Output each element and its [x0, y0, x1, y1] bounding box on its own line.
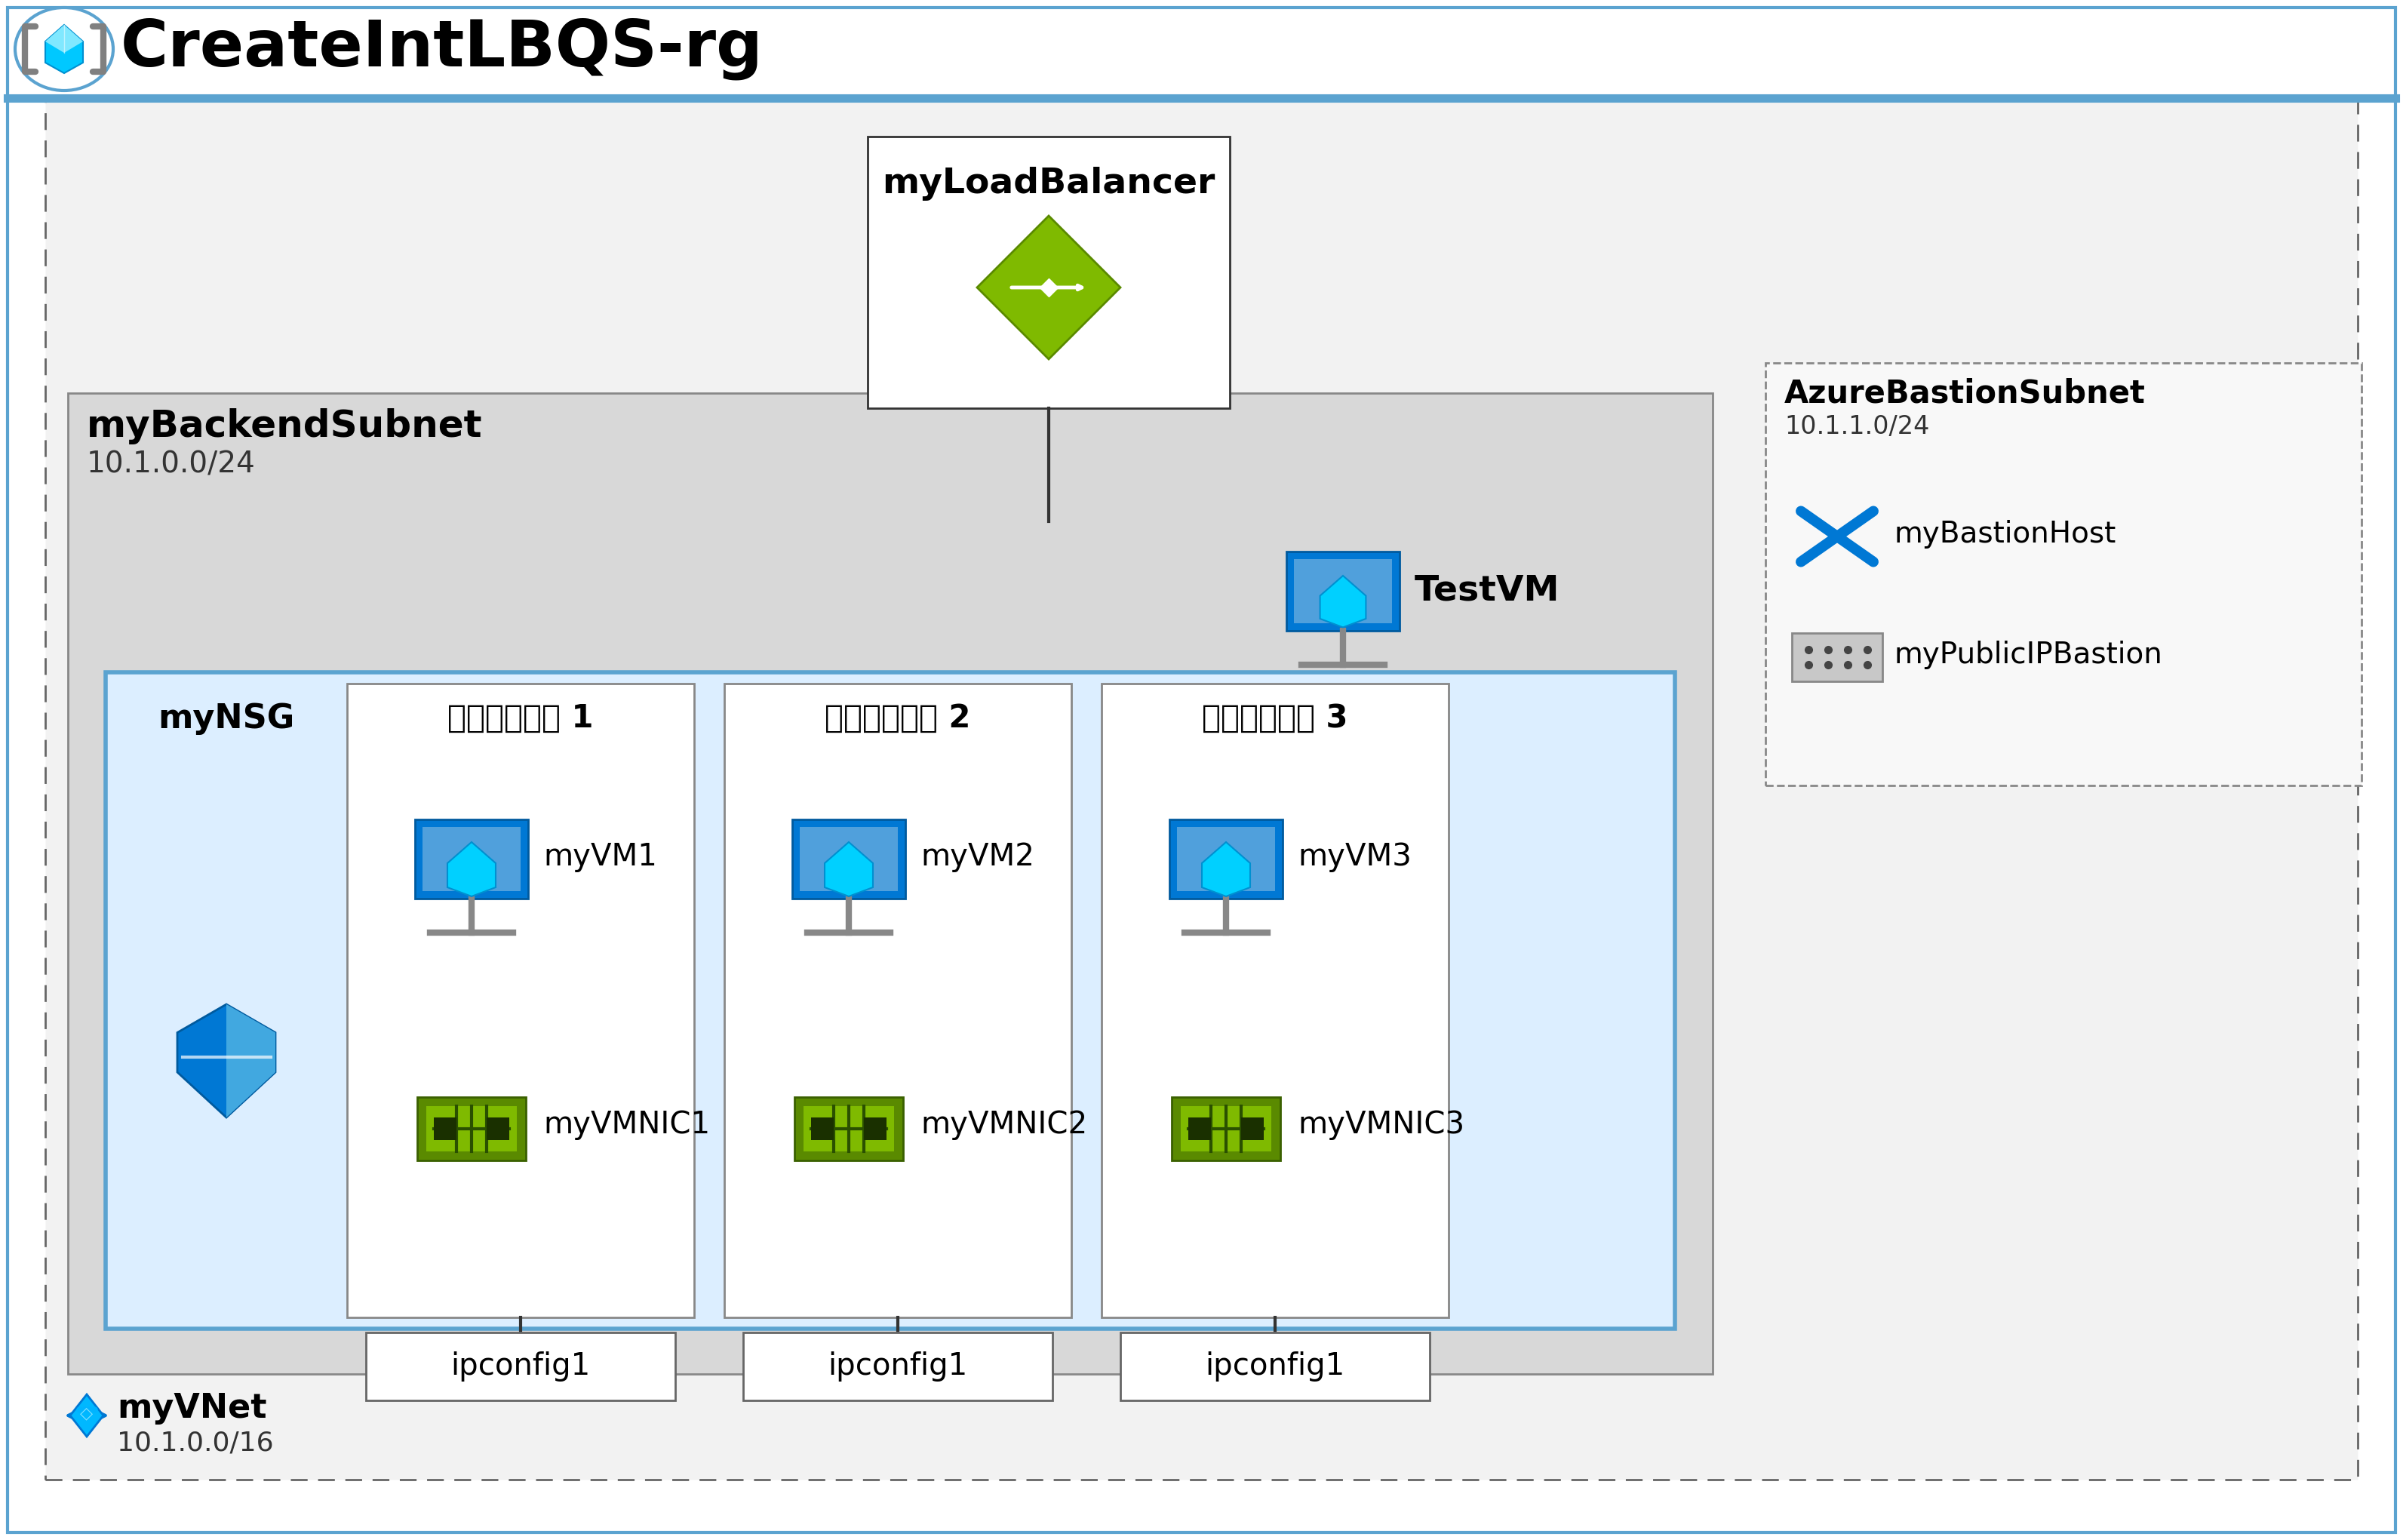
Bar: [723, 684, 1072, 1317]
Text: ◇: ◇: [79, 1406, 94, 1421]
Bar: [1189, 1118, 1211, 1140]
Text: 10.1.1.0/24: 10.1.1.0/24: [1785, 414, 1930, 439]
Text: myVM1: myVM1: [543, 842, 656, 872]
Bar: [488, 1118, 509, 1140]
Bar: [1766, 363, 2362, 785]
Polygon shape: [1319, 576, 1365, 627]
Bar: [1177, 827, 1276, 892]
Polygon shape: [226, 1004, 276, 1118]
Bar: [46, 99, 2357, 1480]
Bar: [67, 393, 1713, 1374]
Polygon shape: [824, 842, 872, 896]
Text: myVM2: myVM2: [920, 842, 1033, 872]
Text: ipconfig1: ipconfig1: [1206, 1352, 1346, 1381]
Bar: [743, 1332, 1053, 1400]
Bar: [863, 1118, 887, 1140]
Text: myVM3: myVM3: [1298, 842, 1411, 872]
Text: myNSG: myNSG: [159, 702, 296, 735]
Text: 可用性ゾーン 2: 可用性ゾーン 2: [824, 702, 971, 735]
Bar: [1170, 819, 1283, 899]
Polygon shape: [46, 25, 84, 52]
Text: ipconfig1: ipconfig1: [829, 1352, 968, 1381]
Text: 可用性ゾーン 3: 可用性ゾーン 3: [1202, 702, 1348, 735]
Bar: [1286, 551, 1399, 631]
Text: 10.1.0.0/24: 10.1.0.0/24: [87, 450, 255, 479]
Text: myVMNIC3: myVMNIC3: [1298, 1110, 1463, 1140]
Text: ipconfig1: ipconfig1: [452, 1352, 591, 1381]
Text: myBackendSubnet: myBackendSubnet: [87, 408, 483, 445]
Text: AzureBastionSubnet: AzureBastionSubnet: [1785, 377, 2146, 410]
Bar: [803, 1106, 894, 1152]
Polygon shape: [70, 1394, 103, 1437]
Bar: [867, 137, 1230, 408]
Bar: [1240, 1118, 1264, 1140]
Bar: [1173, 1096, 1281, 1161]
Polygon shape: [447, 842, 495, 896]
Polygon shape: [178, 1004, 276, 1118]
Polygon shape: [978, 216, 1120, 359]
Bar: [435, 1118, 457, 1140]
Bar: [418, 1096, 526, 1161]
Text: myPublicIPBastion: myPublicIPBastion: [1894, 641, 2163, 670]
Text: 可用性ゾーン 1: 可用性ゾーン 1: [447, 702, 594, 735]
Text: 10.1.0.0/16: 10.1.0.0/16: [118, 1431, 274, 1457]
Text: CreateIntLBQS-rg: CreateIntLBQS-rg: [120, 18, 764, 80]
Text: myLoadBalancer: myLoadBalancer: [882, 166, 1216, 200]
Bar: [812, 1118, 834, 1140]
Bar: [1120, 1332, 1430, 1400]
Text: myVNet: myVNet: [118, 1392, 267, 1424]
Bar: [423, 827, 521, 892]
Bar: [793, 819, 906, 899]
Bar: [425, 1106, 517, 1152]
Bar: [416, 819, 529, 899]
Bar: [1793, 633, 1882, 681]
Bar: [365, 1332, 675, 1400]
Bar: [1180, 1106, 1271, 1152]
Polygon shape: [1202, 842, 1250, 896]
Bar: [1293, 559, 1391, 624]
Bar: [800, 827, 899, 892]
Bar: [795, 1096, 904, 1161]
Bar: [106, 673, 1675, 1329]
Ellipse shape: [14, 8, 113, 91]
Bar: [346, 684, 694, 1317]
Text: myVMNIC2: myVMNIC2: [920, 1110, 1086, 1140]
Text: myBastionHost: myBastionHost: [1894, 521, 2115, 548]
Text: TestVM: TestVM: [1415, 574, 1560, 608]
Bar: [1101, 684, 1449, 1317]
Polygon shape: [46, 25, 84, 74]
Text: myVMNIC1: myVMNIC1: [543, 1110, 709, 1140]
